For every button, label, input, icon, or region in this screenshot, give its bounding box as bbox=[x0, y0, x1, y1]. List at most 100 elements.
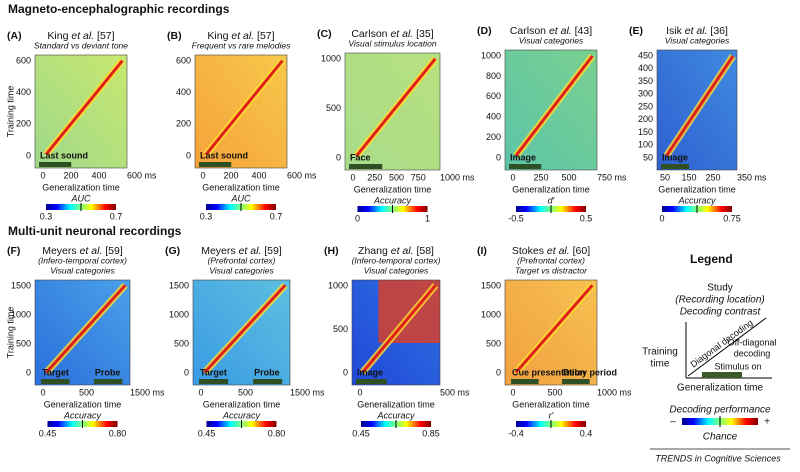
stimulus-bar bbox=[349, 164, 383, 169]
y-tick-label: 500 bbox=[326, 103, 341, 113]
panel-letter: (F) bbox=[7, 245, 20, 257]
x-tick-label: 200 bbox=[63, 170, 78, 180]
stimulus-bar bbox=[253, 379, 283, 384]
y-tick-label: 0 bbox=[496, 367, 501, 377]
x-tick-label: 600 ms bbox=[287, 170, 317, 180]
y-tick-label: 450 bbox=[638, 50, 653, 60]
x-tick-label: 0 bbox=[357, 387, 362, 397]
inset-label: Probe bbox=[95, 367, 121, 377]
heatmap-diagonal bbox=[665, 55, 735, 157]
x-tick-label: 400 bbox=[91, 170, 106, 180]
y-tick-label: 200 bbox=[16, 119, 31, 129]
title-part: [57] bbox=[97, 30, 115, 42]
stimulus-bar bbox=[39, 162, 72, 167]
inset-label: Target bbox=[200, 367, 227, 377]
legend-contrast: Decoding contrast bbox=[680, 307, 762, 318]
legend-title: Legend bbox=[690, 252, 733, 266]
title-part: Carlson bbox=[510, 25, 549, 37]
heatmap-diagonal bbox=[514, 55, 594, 157]
stimulus-bar bbox=[511, 379, 539, 384]
title-part: [35] bbox=[416, 28, 434, 40]
plot-frame bbox=[194, 54, 288, 169]
plot-frame bbox=[504, 49, 598, 171]
title-part: et al. bbox=[391, 245, 417, 257]
legend-performance: Decoding performance bbox=[669, 405, 771, 416]
y-tick-label: 600 bbox=[486, 91, 501, 101]
panel-subtitle: Frequent vs rare melodies bbox=[192, 40, 291, 50]
plot-frame bbox=[504, 279, 598, 386]
section-title: Multi-unit neuronal recordings bbox=[8, 224, 182, 238]
y-tick-label: 1500 bbox=[481, 280, 501, 290]
panel-title: Zhang et al. [58] bbox=[358, 245, 434, 257]
colorbar-min: 0.45 bbox=[352, 428, 370, 438]
panel-subtitle: (Prefrontal cortex) bbox=[517, 255, 585, 265]
x-tick-label: 200 bbox=[223, 170, 238, 180]
colorbar-min: -0.4 bbox=[508, 428, 524, 438]
y-tick-label: 50 bbox=[643, 152, 653, 162]
colorbar-max: 1 bbox=[425, 213, 430, 223]
y-tick-label: 1000 bbox=[481, 309, 501, 319]
panel-subtitle: Visual categories bbox=[364, 265, 429, 275]
inset-label: Face bbox=[350, 152, 371, 162]
x-tick-label: 0 bbox=[350, 172, 355, 182]
legend-plus: + bbox=[764, 417, 770, 428]
panel-title: Stokes et al. [60] bbox=[512, 245, 590, 257]
heatmap-diagonal bbox=[203, 284, 287, 374]
colorbar-label: r′ bbox=[549, 410, 554, 420]
panel-title: King et al. [57] bbox=[47, 30, 114, 42]
title-part: et al. bbox=[231, 30, 257, 42]
plot-frame bbox=[344, 52, 441, 171]
panel-subtitle: Target vs distractor bbox=[515, 265, 588, 275]
panel-title: Carlson et al. [35] bbox=[351, 28, 433, 40]
x-tick-label: 0 bbox=[200, 170, 205, 180]
y-tick-label: 600 bbox=[16, 55, 31, 65]
colorbar-max: 0.7 bbox=[270, 211, 283, 221]
title-part: Carlson bbox=[351, 28, 390, 40]
x-axis-label: Generalization time bbox=[512, 184, 590, 194]
title-part: Isik bbox=[666, 25, 685, 37]
panel-title: Meyers et al. [59] bbox=[201, 245, 282, 257]
legend-study: Study bbox=[707, 283, 733, 294]
stimulus-bar bbox=[562, 379, 590, 384]
heatmap-diagonal bbox=[204, 59, 284, 156]
title-part: et al. bbox=[239, 245, 265, 257]
colorbar-label: Accuracy bbox=[222, 410, 261, 420]
legend-minus: – bbox=[670, 417, 676, 428]
x-tick-label: 150 bbox=[681, 172, 696, 182]
inset-label: Target bbox=[42, 367, 69, 377]
x-axis-label: Generalization time bbox=[658, 184, 736, 194]
y-tick-label: 100 bbox=[638, 140, 653, 150]
x-tick-label: 350 ms bbox=[737, 172, 767, 182]
legend-location: (Recording location) bbox=[675, 295, 765, 306]
heatmap-diagonal bbox=[355, 57, 437, 157]
y-tick-label: 150 bbox=[638, 127, 653, 137]
x-tick-label: 250 bbox=[367, 172, 382, 182]
panel-subtitle: Visual categories bbox=[50, 265, 115, 275]
x-tick-label: 0 bbox=[40, 170, 45, 180]
title-part: King bbox=[47, 30, 71, 42]
y-tick-label: 500 bbox=[16, 338, 31, 348]
panel-letter: (A) bbox=[7, 30, 22, 42]
x-tick-label: 500 bbox=[561, 172, 576, 182]
panel-letter: (E) bbox=[629, 25, 643, 37]
panel-subtitle: Visual stimulus location bbox=[348, 38, 436, 48]
footer: TRENDS in Cognitive Sciences bbox=[655, 453, 781, 463]
stimulus-bar bbox=[199, 379, 229, 384]
y-tick-label: 350 bbox=[638, 76, 653, 86]
y-tick-label: 0 bbox=[184, 367, 189, 377]
stimulus-bar bbox=[199, 162, 232, 167]
panel-letter: (H) bbox=[324, 245, 339, 257]
colorbar-max: 0.80 bbox=[268, 428, 286, 438]
title-part: [59] bbox=[264, 245, 282, 257]
colorbar-max: 0.80 bbox=[109, 428, 127, 438]
x-axis-label: Generalization time bbox=[357, 399, 435, 409]
title-part: [60] bbox=[573, 245, 591, 257]
inset-label: Delay period bbox=[563, 367, 617, 377]
legend-off-diagonal: decoding bbox=[734, 348, 771, 358]
panel-subtitle: (Infero-temporal cortex) bbox=[38, 255, 127, 265]
x-tick-label: 1500 ms bbox=[290, 387, 325, 397]
plot-frame bbox=[351, 279, 441, 386]
legend-chance: Chance bbox=[703, 432, 738, 443]
panel-subtitle: Visual categories bbox=[209, 265, 274, 275]
